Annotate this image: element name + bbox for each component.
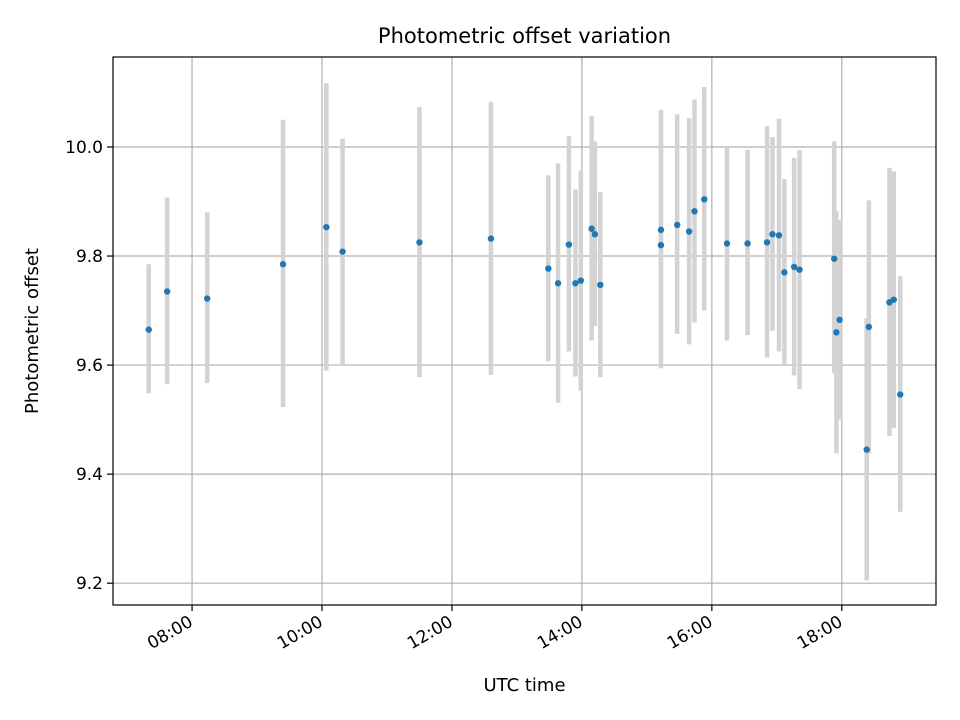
x-axis-label: UTC time	[483, 675, 565, 696]
data-point	[565, 241, 573, 248]
data-point	[897, 391, 904, 398]
data-point	[790, 263, 798, 271]
data-point	[673, 221, 681, 229]
data-point	[865, 323, 873, 331]
data-point	[597, 281, 604, 289]
data-point	[279, 261, 287, 268]
y-axis-ticks: 9.2 9.4 9.6 9.8 10.0	[65, 138, 113, 594]
chart-title: Photometric offset variation	[378, 24, 671, 48]
data-point	[763, 239, 771, 246]
data-point	[323, 223, 330, 231]
data-point	[890, 296, 897, 303]
data-points	[145, 196, 904, 453]
data-point	[685, 228, 693, 235]
data-point	[572, 280, 579, 287]
data-point	[781, 269, 788, 276]
data-point	[339, 248, 346, 255]
plot-frame	[112, 56, 937, 606]
data-point	[775, 232, 783, 239]
data-point	[588, 225, 595, 232]
data-point	[796, 266, 803, 273]
y-tick-label: 10.0	[65, 138, 103, 158]
y-axis-label: Photometric offset	[22, 248, 43, 414]
y-tick-label: 9.8	[76, 247, 103, 267]
data-point	[591, 231, 599, 238]
data-point	[831, 255, 838, 262]
data-point	[723, 240, 731, 247]
data-point	[657, 226, 665, 234]
data-point	[545, 265, 552, 272]
data-point	[163, 288, 171, 295]
y-tick-label: 9.6	[76, 356, 103, 376]
data-point	[145, 326, 152, 333]
data-point	[554, 280, 562, 287]
data-point	[204, 295, 211, 302]
data-point	[657, 241, 665, 249]
data-point	[863, 446, 870, 453]
data-point	[836, 316, 843, 324]
data-point	[744, 240, 751, 247]
data-point	[691, 208, 698, 215]
data-point	[487, 235, 495, 242]
y-tick-label: 9.2	[76, 574, 103, 594]
data-point	[416, 239, 423, 246]
data-point	[833, 329, 840, 336]
data-point	[769, 231, 776, 238]
data-point	[577, 277, 585, 284]
data-point	[701, 196, 708, 203]
y-tick-label: 9.4	[76, 465, 103, 485]
